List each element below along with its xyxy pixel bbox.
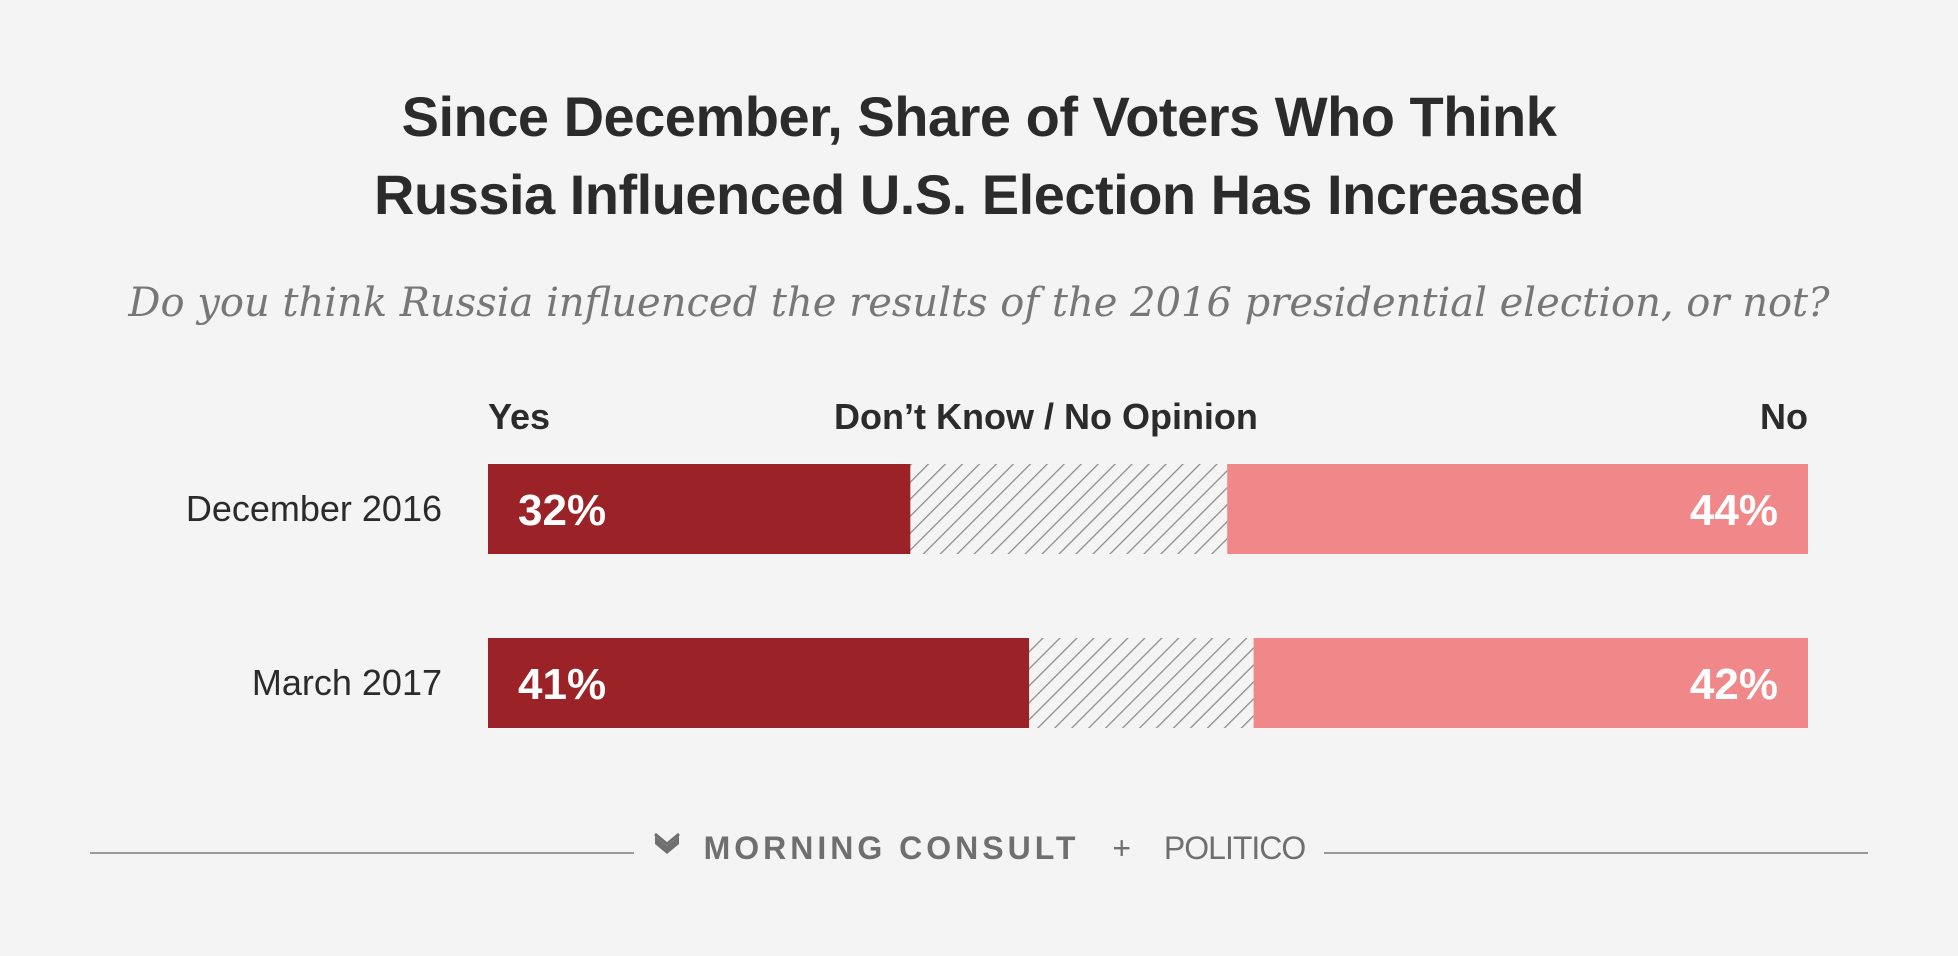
chart-title-line1: Since December, Share of Voters Who Thin… (401, 85, 1557, 148)
legend-dont-know: Don’t Know / No Opinion (834, 396, 1258, 437)
value-label-yes-march-2017: 41% (518, 660, 606, 709)
chart-title-line2: Russia Influenced U.S. Election Has Incr… (374, 163, 1584, 226)
footer-divider-left (90, 852, 634, 854)
brand-politico: POLITICO (1163, 830, 1306, 866)
bar-no-march-2017 (1253, 638, 1808, 728)
footer-divider-right (1324, 852, 1868, 854)
brand-plus: + (1112, 830, 1132, 866)
footer: MORNING CONSULT + POLITICO (0, 830, 1958, 869)
value-label-yes-december-2016: 32% (518, 486, 606, 535)
brand-morning-consult: MORNING CONSULT (703, 830, 1080, 866)
bar-yes-december-2016 (488, 464, 911, 554)
bar-dont-know-march-2017 (1029, 638, 1254, 728)
chart-title: Since December, Share of Voters Who Thin… (0, 78, 1958, 234)
chart-subtitle: Do you think Russia influenced the resul… (128, 280, 1830, 326)
value-label-no-december-2016: 44% (1690, 486, 1778, 535)
row-label-december-2016: December 2016 (185, 488, 442, 529)
bar-yes-march-2017 (488, 638, 1030, 728)
value-label-no-march-2017: 42% (1690, 660, 1778, 709)
row-label-march-2017: March 2017 (251, 662, 442, 703)
morning-consult-logo-icon (653, 829, 681, 866)
bar-dont-know-december-2016 (910, 464, 1228, 554)
legend-no: No (1760, 396, 1808, 437)
legend-yes: Yes (488, 396, 551, 437)
bar-no-december-2016 (1227, 464, 1808, 554)
